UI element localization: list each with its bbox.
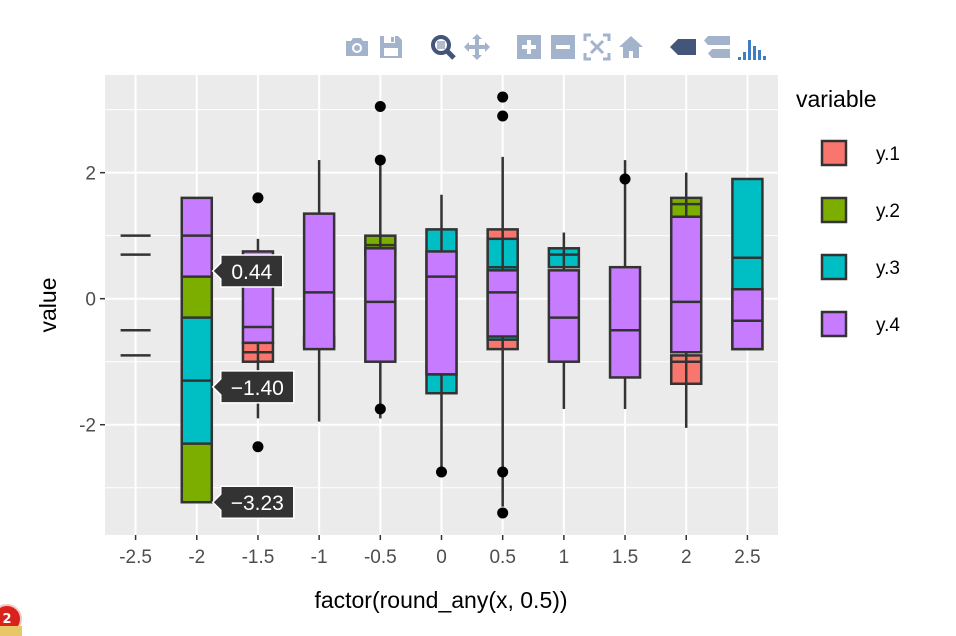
hover-labels: 0.44 −1.40 −3.23 [211, 254, 295, 519]
x-tick-label: -1.5 [242, 547, 275, 568]
modebar[interactable] [340, 30, 768, 64]
box-y.4-1.5[interactable] [608, 160, 642, 409]
home-icon[interactable] [614, 30, 648, 64]
x-tick-label: 0 [436, 547, 447, 568]
pan-icon[interactable] [460, 30, 494, 64]
outlier-point[interactable] [252, 441, 264, 453]
box-body[interactable] [608, 265, 642, 379]
spike-compare-icon[interactable] [700, 30, 734, 64]
outlier-point[interactable] [374, 154, 386, 166]
box-y.4-1[interactable] [547, 232, 581, 409]
hover-label-text: −3.23 [231, 492, 284, 515]
box-y.4-0[interactable] [425, 194, 458, 478]
plotly-logo-icon[interactable] [734, 30, 768, 64]
box-y.4-2[interactable] [669, 172, 703, 428]
outlier-point[interactable] [497, 110, 509, 122]
x-tick-label: 1.5 [612, 547, 638, 568]
hover-label-box [211, 485, 295, 519]
zoom-in-icon[interactable] [512, 30, 546, 64]
zoom-icon[interactable] [426, 30, 460, 64]
y-tick-label: 0 [85, 290, 96, 311]
legend[interactable]: variable y.1 y.2 y.3 y.4 [796, 86, 900, 338]
x-tick-label: 0.5 [489, 547, 515, 568]
x-tick-label: 2 [681, 547, 692, 568]
x-tick-label: -2 [188, 547, 205, 568]
y-tick-label: -2 [79, 416, 96, 437]
box-y.4--1[interactable] [302, 160, 336, 422]
x-tick-label: 1 [559, 547, 570, 568]
legend-title: variable [796, 86, 877, 112]
box-y.3--2[interactable] [180, 316, 214, 445]
outlier-point[interactable] [619, 173, 631, 185]
taskbar-fragment [0, 626, 22, 636]
box-y.4--0.5[interactable] [364, 101, 397, 419]
box-body[interactable] [180, 196, 214, 278]
box-y.4-0.5[interactable] [486, 91, 519, 519]
x-axis[interactable]: -2.5 -2 -1.5 -1 -0.5 0 0.5 1 1.5 2 2.5 [119, 535, 761, 568]
x-tick-label: -2.5 [119, 547, 152, 568]
x-tick-label: 2.5 [734, 547, 760, 568]
legend-label-y.3[interactable]: y.3 [876, 258, 900, 279]
x-tick-label: -0.5 [364, 547, 397, 568]
box-body[interactable] [302, 212, 336, 351]
outlier-point[interactable] [374, 101, 386, 113]
x-axis-title: factor(round_any(x, 0.5)) [314, 587, 567, 613]
save-icon[interactable] [374, 30, 408, 64]
hover-label-box [211, 370, 295, 404]
autoscale-icon[interactable] [580, 30, 614, 64]
box-y.4-2.5[interactable] [731, 287, 764, 351]
outlier-point[interactable] [252, 192, 264, 204]
outlier-point[interactable] [497, 91, 509, 103]
legend-label-y.4[interactable]: y.4 [876, 315, 900, 336]
box-body[interactable] [425, 250, 458, 376]
box-y.4--2[interactable] [180, 196, 214, 278]
spike-closest-icon[interactable] [666, 30, 700, 64]
y-tick-label: 2 [85, 164, 96, 185]
box-series-group[interactable] [120, 91, 764, 519]
camera-icon[interactable] [340, 30, 374, 64]
x-tick-label: -1 [311, 547, 328, 568]
legend-swatch-y.2[interactable] [820, 196, 848, 224]
box-body[interactable] [364, 247, 397, 363]
hover-label-text: −1.40 [231, 377, 284, 400]
box-body[interactable] [731, 287, 764, 351]
legend-label-y.1[interactable]: y.1 [876, 144, 900, 165]
outlier-point[interactable] [497, 507, 509, 519]
box-body[interactable] [669, 215, 703, 354]
hover-label: −1.40 [211, 370, 295, 404]
legend-swatch-y.1[interactable] [820, 139, 848, 167]
legend-swatch-y.4[interactable] [820, 310, 848, 338]
box-body[interactable] [486, 269, 519, 338]
hover-label-box [211, 254, 284, 288]
y-axis-title: value [35, 278, 61, 333]
hover-label: 0.44 [211, 254, 284, 288]
hover-label-text: 0.44 [231, 261, 272, 284]
outlier-point[interactable] [374, 403, 386, 415]
box-body[interactable] [547, 269, 581, 363]
zoom-out-icon[interactable] [546, 30, 580, 64]
outlier-point[interactable] [497, 466, 509, 478]
hover-label: −3.23 [211, 485, 295, 519]
legend-label-y.2[interactable]: y.2 [876, 201, 900, 222]
legend-swatch-y.3[interactable] [820, 253, 848, 281]
y-axis[interactable]: -2 0 2 [79, 164, 105, 437]
outlier-point[interactable] [436, 466, 447, 478]
